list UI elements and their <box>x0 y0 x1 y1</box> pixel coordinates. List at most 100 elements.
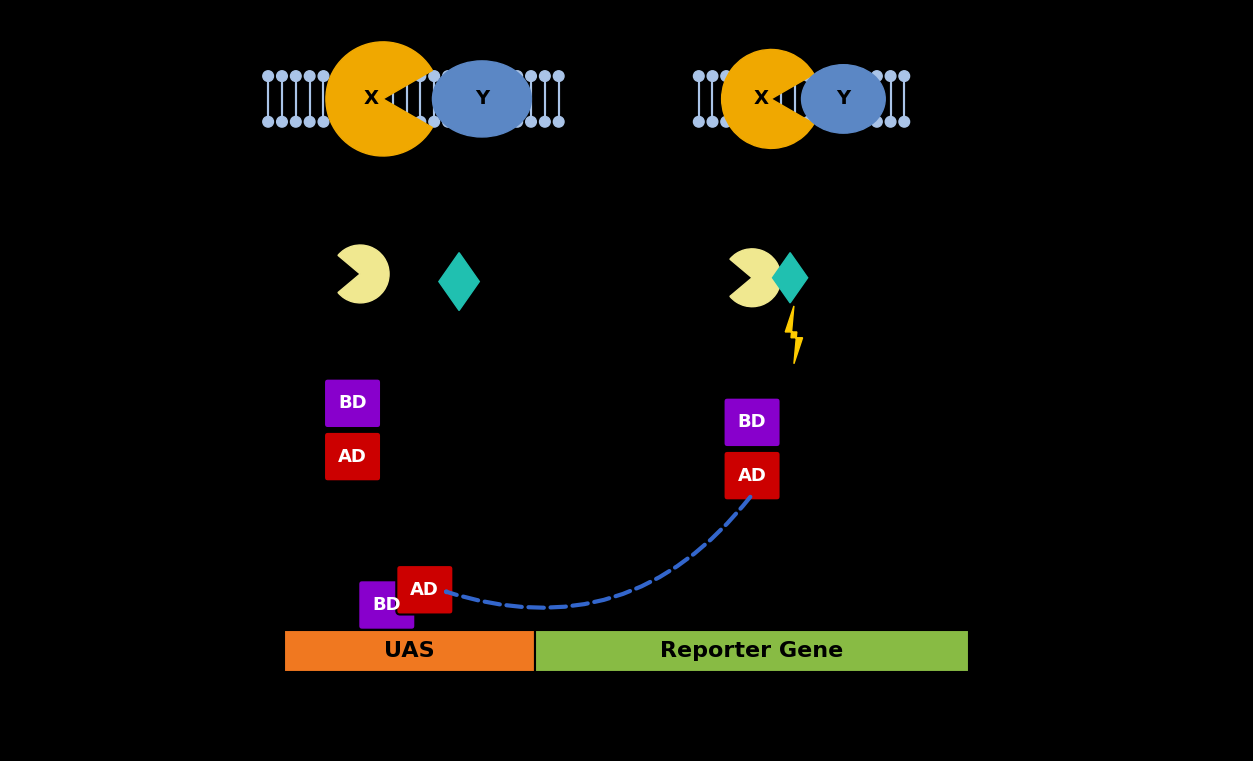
FancyBboxPatch shape <box>723 451 781 501</box>
Text: Y: Y <box>475 90 489 108</box>
Circle shape <box>831 116 841 127</box>
Circle shape <box>373 71 385 81</box>
Circle shape <box>885 71 896 81</box>
Wedge shape <box>326 42 432 156</box>
FancyBboxPatch shape <box>284 630 535 672</box>
Circle shape <box>291 71 301 81</box>
Circle shape <box>346 116 357 127</box>
Text: BD: BD <box>738 413 767 431</box>
Circle shape <box>456 116 467 127</box>
Circle shape <box>497 71 509 81</box>
Circle shape <box>387 71 398 81</box>
Wedge shape <box>338 245 390 303</box>
Circle shape <box>817 116 827 127</box>
FancyBboxPatch shape <box>535 630 969 672</box>
Circle shape <box>318 71 328 81</box>
Text: AD: AD <box>738 466 767 485</box>
Circle shape <box>817 71 827 81</box>
FancyBboxPatch shape <box>325 432 381 481</box>
Circle shape <box>291 116 301 127</box>
Circle shape <box>415 71 426 81</box>
Circle shape <box>748 116 759 127</box>
Circle shape <box>512 71 523 81</box>
Circle shape <box>776 71 787 81</box>
Text: AD: AD <box>338 447 367 466</box>
Circle shape <box>470 116 481 127</box>
Circle shape <box>872 116 882 127</box>
Circle shape <box>858 116 868 127</box>
Circle shape <box>898 71 910 81</box>
Circle shape <box>373 116 385 127</box>
Circle shape <box>277 71 287 81</box>
Circle shape <box>277 116 287 127</box>
Text: BD: BD <box>372 596 401 614</box>
Circle shape <box>332 116 342 127</box>
Circle shape <box>554 71 564 81</box>
Circle shape <box>762 71 773 81</box>
Text: UAS: UAS <box>385 641 435 661</box>
Circle shape <box>263 116 273 127</box>
Circle shape <box>693 116 704 127</box>
Circle shape <box>360 116 371 127</box>
Polygon shape <box>786 306 803 364</box>
Circle shape <box>540 116 550 127</box>
Circle shape <box>748 71 759 81</box>
FancyBboxPatch shape <box>358 580 415 630</box>
Circle shape <box>484 116 495 127</box>
Circle shape <box>332 71 342 81</box>
Circle shape <box>304 116 315 127</box>
Circle shape <box>720 116 732 127</box>
Text: BD: BD <box>338 394 367 412</box>
Circle shape <box>872 71 882 81</box>
Circle shape <box>885 116 896 127</box>
Circle shape <box>845 71 855 81</box>
Text: Reporter Gene: Reporter Gene <box>660 641 843 661</box>
Text: X: X <box>365 90 380 108</box>
Circle shape <box>540 71 550 81</box>
Text: Y: Y <box>836 90 851 108</box>
Circle shape <box>401 116 412 127</box>
Circle shape <box>734 71 746 81</box>
Circle shape <box>304 71 315 81</box>
Text: X: X <box>754 90 768 108</box>
Circle shape <box>734 116 746 127</box>
FancyBboxPatch shape <box>723 397 781 447</box>
Circle shape <box>526 71 536 81</box>
Circle shape <box>720 71 732 81</box>
FancyArrowPatch shape <box>446 497 751 608</box>
Circle shape <box>707 71 718 81</box>
FancyBboxPatch shape <box>396 565 454 615</box>
Wedge shape <box>722 49 814 148</box>
Circle shape <box>387 116 398 127</box>
Circle shape <box>693 71 704 81</box>
Circle shape <box>831 71 841 81</box>
Circle shape <box>845 116 855 127</box>
Circle shape <box>762 116 773 127</box>
Circle shape <box>497 116 509 127</box>
Circle shape <box>401 71 412 81</box>
Polygon shape <box>439 253 480 310</box>
Circle shape <box>429 71 440 81</box>
Circle shape <box>442 116 454 127</box>
Polygon shape <box>773 253 808 303</box>
Ellipse shape <box>802 65 885 133</box>
Circle shape <box>456 71 467 81</box>
Circle shape <box>470 71 481 81</box>
Circle shape <box>346 71 357 81</box>
Circle shape <box>789 116 799 127</box>
Circle shape <box>415 116 426 127</box>
Circle shape <box>318 116 328 127</box>
Ellipse shape <box>432 61 531 137</box>
Circle shape <box>484 71 495 81</box>
Circle shape <box>898 116 910 127</box>
Circle shape <box>360 71 371 81</box>
Circle shape <box>263 71 273 81</box>
Circle shape <box>707 116 718 127</box>
Circle shape <box>442 71 454 81</box>
Circle shape <box>526 116 536 127</box>
FancyBboxPatch shape <box>325 379 381 428</box>
Text: AD: AD <box>411 581 440 599</box>
Circle shape <box>858 71 868 81</box>
Circle shape <box>776 116 787 127</box>
Circle shape <box>803 116 813 127</box>
